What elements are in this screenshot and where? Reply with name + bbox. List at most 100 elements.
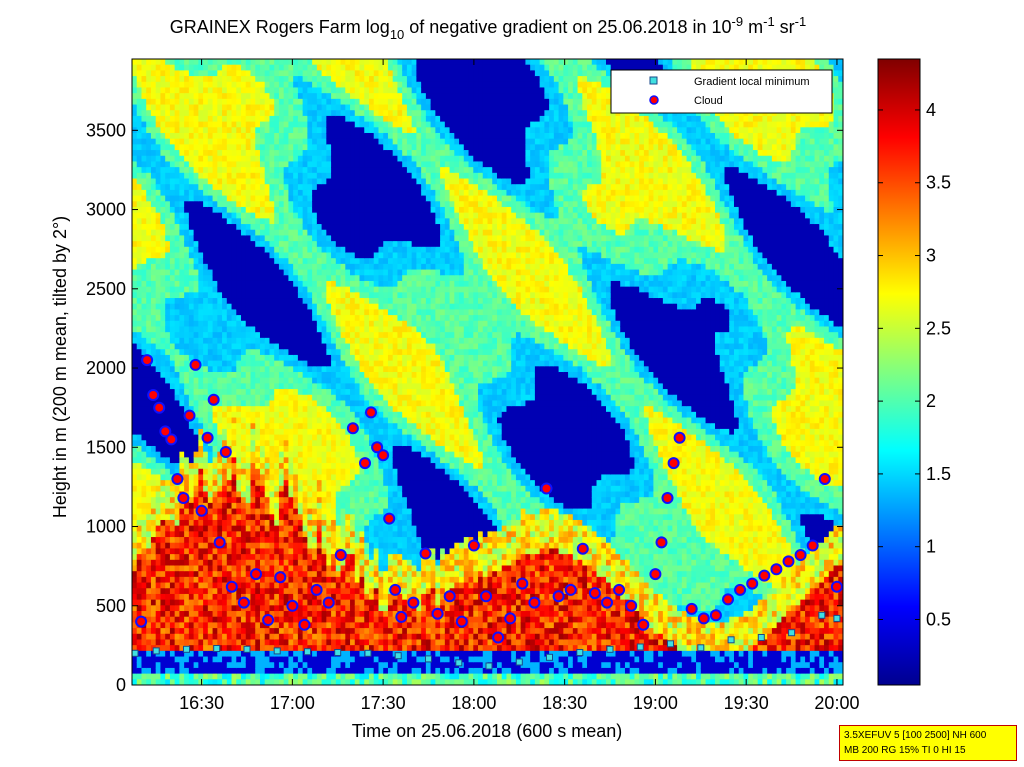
heatmap-cell <box>331 189 337 197</box>
heatmap-cell <box>312 514 318 521</box>
heatmap-cell <box>150 605 157 612</box>
heatmap-cell <box>179 263 185 271</box>
heatmap-cell <box>136 463 143 470</box>
heatmap-cell <box>136 440 143 447</box>
heatmap-cell <box>278 332 285 339</box>
heatmap-cell <box>160 76 166 83</box>
heatmap-cell <box>335 588 342 595</box>
heatmap-cell <box>165 161 171 168</box>
heatmap-cell <box>340 639 346 646</box>
heatmap-cell <box>326 656 332 663</box>
heatmap-cell <box>326 554 332 561</box>
heatmap-cell <box>198 639 204 646</box>
heatmap-cell <box>165 497 171 504</box>
heatmap-cell <box>222 480 228 487</box>
heatmap-cell <box>207 571 214 578</box>
heatmap-cell <box>207 93 214 100</box>
heatmap-cell <box>302 144 308 151</box>
heatmap-cell <box>231 548 237 555</box>
heatmap-cell <box>326 366 332 373</box>
heatmap-cell <box>217 628 223 635</box>
heatmap-cell <box>184 434 190 441</box>
heatmap-cell <box>150 656 157 663</box>
heatmap-cell <box>288 195 294 202</box>
heatmap-cell <box>217 411 223 419</box>
heatmap-cell <box>264 206 271 214</box>
heatmap-cell <box>141 104 147 111</box>
heatmap-cell <box>297 537 304 544</box>
heatmap-cell <box>236 667 242 675</box>
heatmap-cell <box>184 377 190 384</box>
heatmap-cell <box>179 622 185 629</box>
heatmap-cell <box>312 110 318 117</box>
heatmap-cell <box>141 349 147 356</box>
heatmap-cell <box>203 70 209 77</box>
heatmap-cell <box>132 525 138 532</box>
heatmap-cell <box>255 673 261 680</box>
heatmap-cell <box>203 502 209 510</box>
heatmap-cell <box>259 542 266 550</box>
heatmap-cell <box>278 275 285 282</box>
heatmap-cell <box>165 258 171 265</box>
heatmap-cell <box>302 315 308 322</box>
heatmap-cell <box>212 81 218 89</box>
heatmap-cell <box>274 104 280 111</box>
heatmap-cell <box>241 263 247 271</box>
heatmap-cell <box>264 571 271 578</box>
heatmap-cell <box>226 440 233 447</box>
heatmap-cell <box>288 491 294 498</box>
heatmap-cell <box>179 457 185 464</box>
heatmap-cell <box>179 366 185 373</box>
heatmap-cell <box>283 303 290 310</box>
heatmap-cell <box>174 389 180 396</box>
heatmap-cell <box>264 394 271 402</box>
heatmap-cell <box>165 554 171 561</box>
heatmap-cell <box>269 548 275 555</box>
heatmap-cell <box>293 508 299 515</box>
heatmap-cell <box>340 224 346 231</box>
heatmap-cell <box>188 326 195 333</box>
heatmap-cell <box>269 485 275 493</box>
heatmap-cell <box>259 349 266 356</box>
heatmap-cell <box>169 366 176 373</box>
heatmap-cell <box>312 622 318 629</box>
heatmap-cell <box>217 417 223 424</box>
heatmap-cell <box>217 434 223 441</box>
heatmap-cell <box>160 502 166 510</box>
heatmap-cell <box>212 93 218 100</box>
heatmap-cell <box>203 497 209 504</box>
heatmap-cell <box>316 258 323 265</box>
heatmap-cell <box>184 132 190 140</box>
heatmap-cell <box>146 150 152 157</box>
heatmap-cell <box>250 201 256 208</box>
heatmap-cell <box>193 474 199 481</box>
heatmap-cell <box>278 565 285 572</box>
heatmap-cell <box>193 411 199 419</box>
heatmap-cell <box>207 645 214 652</box>
heatmap-cell <box>160 372 166 379</box>
heatmap-cell <box>150 485 157 493</box>
heatmap-cell <box>169 178 176 185</box>
heatmap-cell <box>307 263 313 271</box>
heatmap-cell <box>335 167 342 174</box>
heatmap-cell <box>255 542 261 550</box>
heatmap-cell <box>259 400 266 407</box>
heatmap-cell <box>340 565 346 572</box>
heatmap-cell <box>179 645 185 652</box>
heatmap-cell <box>155 508 162 515</box>
heatmap-cell <box>165 599 171 606</box>
heatmap-cell <box>212 343 218 350</box>
heatmap-cell <box>226 212 233 219</box>
heatmap-cell <box>335 559 342 567</box>
heatmap-cell <box>136 343 143 350</box>
heatmap-cell <box>141 650 147 658</box>
heatmap-cell <box>136 531 143 538</box>
heatmap-cell <box>193 423 199 430</box>
heatmap-cell <box>302 76 308 83</box>
heatmap-cell <box>250 155 256 163</box>
heatmap-cell <box>283 445 290 453</box>
heatmap-cell <box>203 104 209 111</box>
heatmap-cell <box>245 366 252 373</box>
heatmap-cell <box>307 537 313 544</box>
